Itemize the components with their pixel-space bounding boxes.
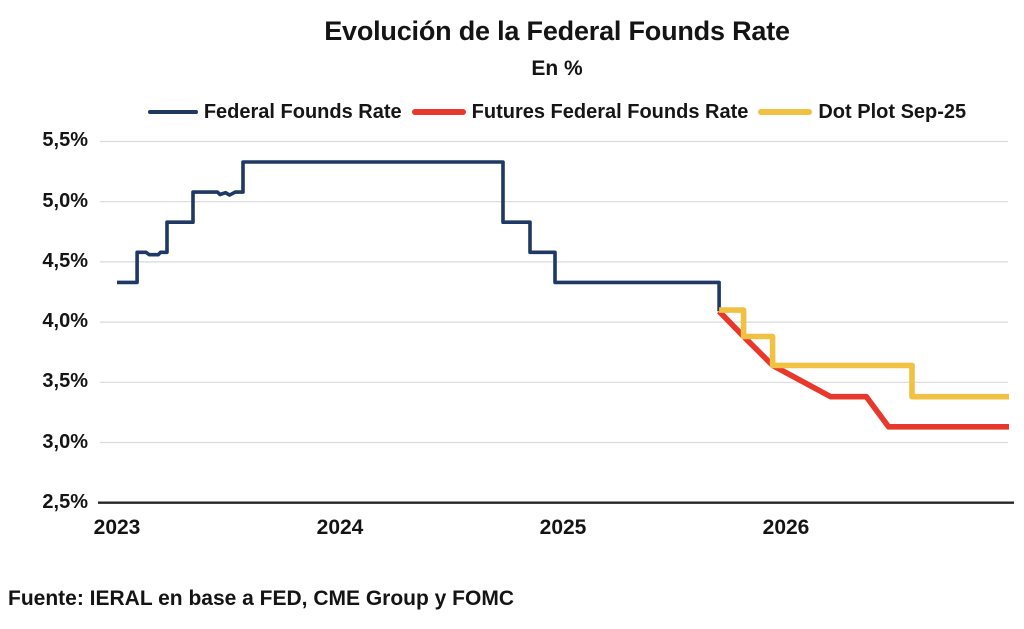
- legend-label: Federal Founds Rate: [203, 100, 402, 123]
- chart-legend: Federal Founds Rate Futures Federal Foun…: [90, 100, 1024, 124]
- line-swatch-icon: [147, 110, 198, 114]
- y-axis-tick-label: 5,0%: [42, 190, 88, 212]
- x-axis-tick-label: 2023: [93, 516, 141, 539]
- legend-label: Futures Federal Founds Rate: [471, 100, 749, 123]
- chart-title: Evolución de la Federal Founds Rate: [324, 16, 790, 46]
- y-axis-tick-label: 2,5%: [42, 491, 88, 513]
- legend-item-dot-plot-sep-25: Dot Plot Sep-25: [758, 101, 966, 124]
- source-note: Fuente: IERAL en base a FED, CME Group y…: [8, 587, 514, 610]
- legend-label: Dot Plot Sep-25: [818, 100, 967, 123]
- legend-item-federal-founds-rate: Federal Founds Rate: [147, 100, 402, 124]
- line-swatch-icon: [758, 109, 813, 115]
- line-swatch-icon: [411, 109, 466, 115]
- y-axis-tick-label: 4,5%: [42, 250, 88, 272]
- y-axis-tick-label: 3,5%: [42, 370, 88, 392]
- series-lines: [117, 160, 1009, 430]
- x-axis-tick-label: 2025: [539, 516, 587, 539]
- chart-subtitle: En %: [531, 57, 583, 80]
- x-axis-tick-label: 2026: [762, 516, 810, 539]
- legend-item-futures-federal-founds-rate: Futures Federal Founds Rate: [411, 100, 749, 124]
- y-axis-tick-label: 5,5%: [42, 129, 88, 151]
- gridlines: [100, 140, 1008, 444]
- y-axis-tick-label: 4,0%: [42, 310, 88, 332]
- x-axis-tick-label: 2024: [316, 516, 364, 539]
- y-axis-tick-label: 3,0%: [42, 431, 88, 453]
